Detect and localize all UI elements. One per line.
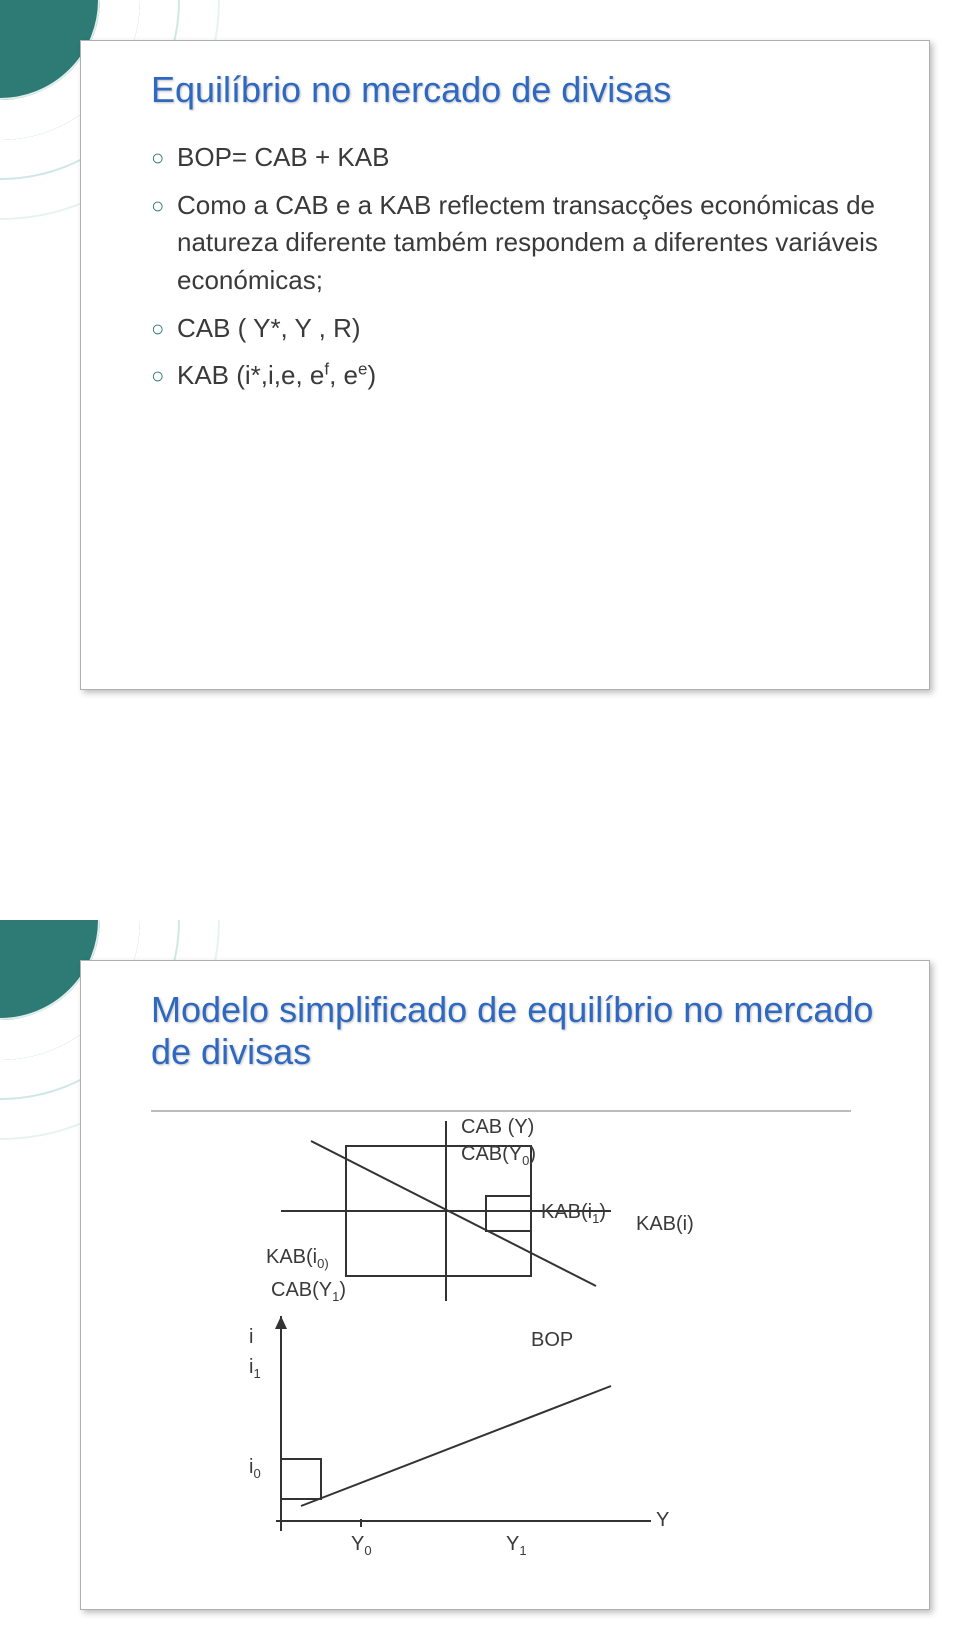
bullet-icon: ○ [151, 310, 177, 348]
bullet-text: CAB ( Y*, Y , R) [177, 310, 891, 348]
diagram-svg: CAB (Y)CAB(Y0)KAB(i1)KAB(i)KAB(i0)CAB(Y1… [151, 1101, 851, 1571]
slide-title: Modelo simplificado de equilíbrio no mer… [151, 989, 891, 1073]
bullet-item: ○ KAB (i*,i,e, ef, ee) [151, 357, 891, 395]
bullet-icon: ○ [151, 187, 177, 300]
bullet-text: KAB (i*,i,e, ef, ee) [177, 357, 891, 395]
slide-1: Equilíbrio no mercado de divisas ○ BOP= … [0, 0, 960, 720]
bullet-list: ○ BOP= CAB + KAB ○ Como a CAB e a KAB re… [151, 139, 891, 395]
bullet-item: ○ Como a CAB e a KAB reflectem transacçõ… [151, 187, 891, 300]
bullet-item: ○ CAB ( Y*, Y , R) [151, 310, 891, 348]
diagram: CAB (Y)CAB(Y0)KAB(i1)KAB(i)KAB(i0)CAB(Y1… [151, 1101, 891, 1576]
bullet-text: BOP= CAB + KAB [177, 139, 891, 177]
slide-2: Modelo simplificado de equilíbrio no mer… [0, 920, 960, 1640]
bullet-icon: ○ [151, 139, 177, 177]
slide-frame: Modelo simplificado de equilíbrio no mer… [80, 960, 930, 1610]
bullet-text: Como a CAB e a KAB reflectem transacções… [177, 187, 891, 300]
bullet-item: ○ BOP= CAB + KAB [151, 139, 891, 177]
bullet-icon: ○ [151, 357, 177, 395]
slide-title: Equilíbrio no mercado de divisas [151, 69, 891, 111]
slide-frame: Equilíbrio no mercado de divisas ○ BOP= … [80, 40, 930, 690]
